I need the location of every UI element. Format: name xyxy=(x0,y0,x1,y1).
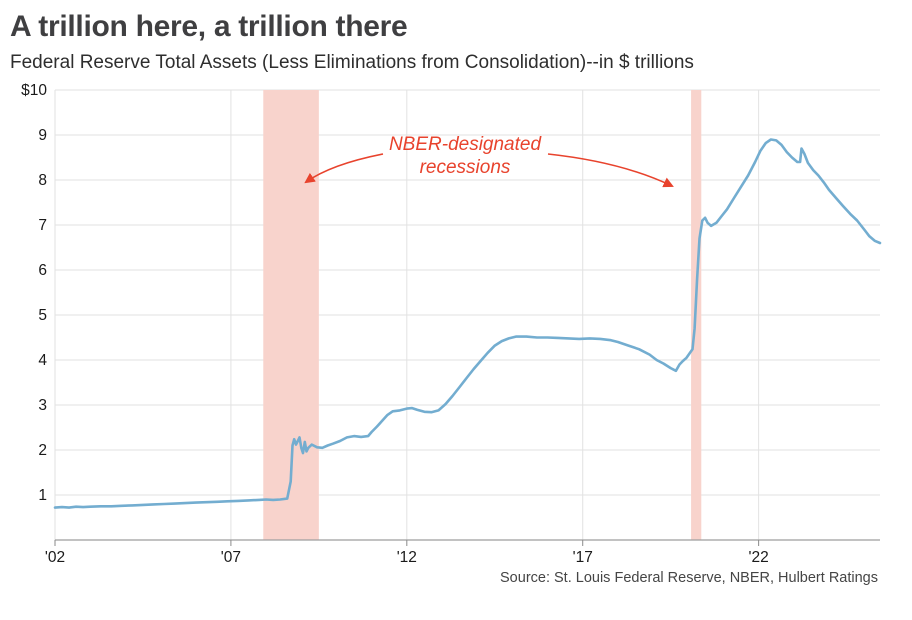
y-axis-label: 2 xyxy=(38,442,47,459)
y-axis-label: 3 xyxy=(38,397,47,414)
y-axis-label: 9 xyxy=(38,127,47,144)
y-axis-label: $10 xyxy=(21,82,47,99)
annotation-arrow xyxy=(547,153,674,188)
chart-subtitle: Federal Reserve Total Assets (Less Elimi… xyxy=(10,51,694,73)
y-axis-label: 6 xyxy=(38,262,47,279)
annotation-arrow xyxy=(304,153,384,184)
x-axis-label: '17 xyxy=(573,549,593,566)
y-axis-label: 5 xyxy=(38,307,47,324)
fed-assets-line-chart: '02 '07 '12 '17 '22 1 2 3 4 5 6 7 8 9 $10 NBER-designat… xyxy=(21,82,882,566)
y-axis-label: 4 xyxy=(38,352,47,369)
annotation-text: recessions xyxy=(420,157,511,178)
x-axis-label: '07 xyxy=(221,549,241,566)
y-axis-label: 7 xyxy=(38,217,47,234)
assets-line xyxy=(53,138,882,510)
y-axis-label: 1 xyxy=(38,487,47,504)
chart-title: A trillion here, a trillion there xyxy=(10,10,408,43)
x-axis-label: '02 xyxy=(45,549,65,566)
annotation-text: NBER-designated xyxy=(389,134,543,155)
y-axis-label: 8 xyxy=(38,172,47,189)
source-note: Source: St. Louis Federal Reserve, NBER,… xyxy=(500,570,878,587)
chart-header: A trillion here, a trillion there Federa… xyxy=(0,0,912,76)
x-axis-label: '12 xyxy=(397,549,417,566)
x-axis-label: '22 xyxy=(749,549,769,566)
